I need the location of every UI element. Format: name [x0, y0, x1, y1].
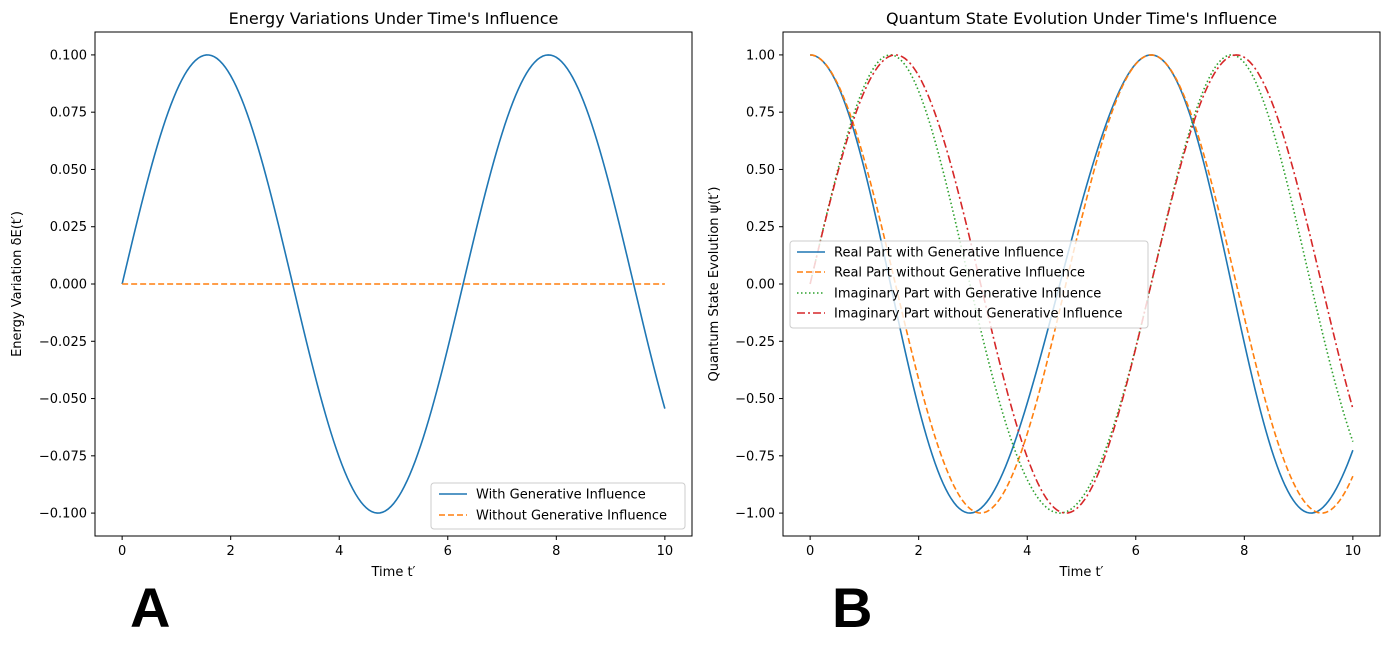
legend-label-real-with: Real Part with Generative Influence: [834, 246, 1064, 261]
chart-b-ticks: 0 2 4 6 8 10 −1.00 −0.75 −0.50 −0.25 0.00 0.25 0.50 0…: [735, 48, 1361, 559]
chart-b-ytick-label: −0.75: [735, 449, 775, 464]
chart-a-xtick-label: 8: [552, 544, 560, 559]
chart-b-ytick-label: 0.50: [746, 163, 775, 178]
chart-a-ytick-label: −0.025: [39, 335, 87, 350]
legend-label-real-without: Real Part without Generative Influence: [834, 266, 1085, 281]
chart-b-ytick-label: −0.50: [735, 392, 775, 407]
chart-a-ytick-label: 0.100: [50, 48, 87, 63]
chart-a-ytick-label: −0.050: [39, 392, 87, 407]
chart-a-xtick-label: 2: [227, 544, 235, 559]
chart-b-ylabel: Quantum State Evolution ψ(t′): [707, 187, 722, 382]
chart-b-xtick-label: 8: [1240, 544, 1248, 559]
chart-b: 0 2 4 6 8 10 −1.00 −0.75 −0.50 −0.25 0.00 0.25 0.50 0…: [707, 9, 1381, 639]
chart-a-xtick-label: 0: [118, 544, 126, 559]
chart-a-ytick-label: 0.075: [50, 106, 87, 121]
chart-a-ytick-label: 0.000: [50, 278, 87, 293]
legend-label-without-generative: Without Generative Influence: [476, 509, 667, 524]
chart-b-series-line-3: [809, 54, 1354, 514]
chart-b-xlabel: Time t′: [1059, 565, 1104, 580]
chart-a-xtick-label: 4: [335, 544, 343, 559]
chart-a: 0 2 4 6 8 10 −0.100 −0.075 −0.050 −0.025 0.000 0.02…: [10, 9, 693, 639]
chart-a-series: [121, 54, 666, 514]
chart-b-ytick-label: −0.25: [735, 335, 775, 350]
chart-b-legend-box: [789, 240, 1149, 329]
chart-b-ytick-label: 0.25: [746, 220, 775, 235]
chart-a-ticks: 0 2 4 6 8 10 −0.100 −0.075 −0.050 −0.025 0.000 0.02…: [39, 48, 673, 559]
chart-b-xtick-label: 0: [806, 544, 814, 559]
panel-label-b: B: [832, 576, 872, 639]
chart-a-legend-box: [430, 482, 686, 530]
chart-b-xtick-label: 10: [1345, 544, 1362, 559]
chart-a-ytick-label: 0.050: [50, 163, 87, 178]
chart-b-xtick-label: 6: [1132, 544, 1140, 559]
chart-b-title: Quantum State Evolution Under Time's Inf…: [886, 9, 1277, 28]
chart-b-ytick-label: 1.00: [746, 48, 775, 63]
chart-a-ylabel: Energy Variation δE(t′): [10, 211, 25, 357]
chart-a-ytick-label: 0.025: [50, 220, 87, 235]
legend-label-imag-with: Imaginary Part with Generative Influence: [834, 287, 1101, 302]
chart-a-ytick-label: −0.100: [39, 507, 87, 522]
chart-b-ytick-label: −1.00: [735, 507, 775, 522]
chart-b-ytick-label: 0.00: [746, 278, 775, 293]
chart-a-ytick-label: −0.075: [39, 449, 87, 464]
chart-b-series-line-0: [810, 54, 1354, 514]
chart-a-xtick-label: 6: [444, 544, 452, 559]
chart-a-title: Energy Variations Under Time's Influence: [229, 9, 559, 28]
legend-label-with-generative: With Generative Influence: [476, 488, 646, 503]
chart-b-xtick-label: 2: [915, 544, 923, 559]
chart-b-ytick-label: 0.75: [746, 106, 775, 121]
chart-a-series-line-0: [121, 54, 666, 514]
panel-label-a: A: [130, 576, 170, 639]
chart-b-legend: Real Part with Generative Influence Real…: [789, 240, 1149, 329]
chart-a-legend: With Generative Influence Without Genera…: [430, 482, 686, 530]
chart-a-xlabel: Time t′: [371, 565, 416, 580]
legend-label-imag-without: Imaginary Part without Generative Influe…: [834, 307, 1123, 322]
chart-a-xtick-label: 10: [657, 544, 674, 559]
chart-b-xtick-label: 4: [1023, 544, 1031, 559]
